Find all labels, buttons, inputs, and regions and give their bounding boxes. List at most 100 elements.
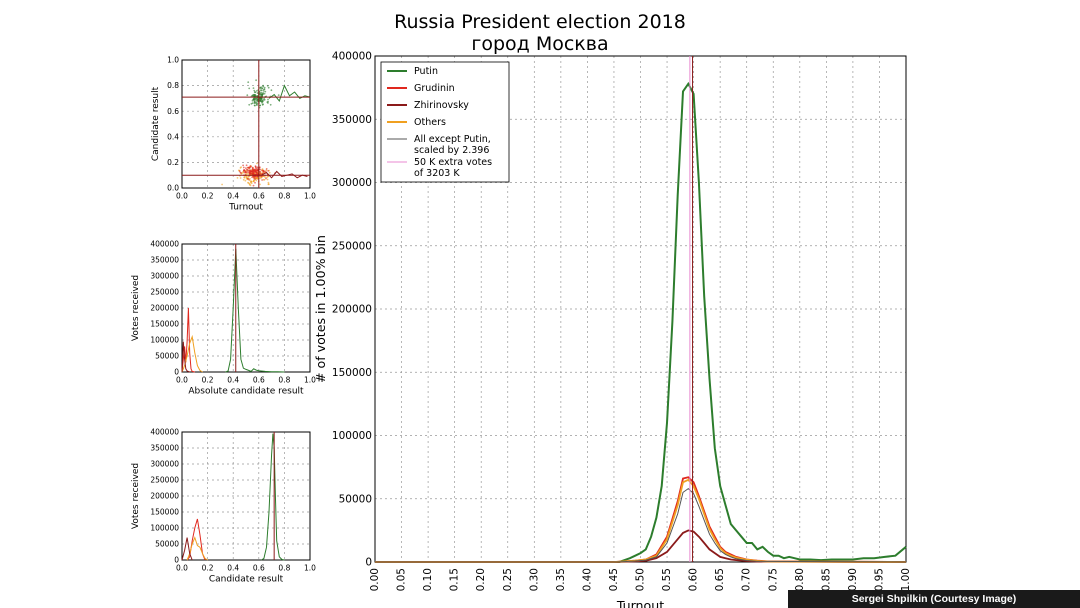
scatter-point: [267, 170, 269, 172]
scatter-point: [259, 104, 261, 107]
y-tick-label: 50000: [339, 493, 372, 505]
scatter-point: [255, 79, 257, 82]
y-tick-label: 200000: [332, 304, 372, 316]
scatter-point: [265, 168, 268, 170]
scatter-point: [254, 171, 256, 174]
scatter-point: [244, 179, 247, 182]
y-axis-label: Votes received: [131, 275, 141, 341]
x-tick-label: 0.6: [253, 376, 265, 385]
scatter-point: [239, 177, 242, 179]
series-line-zhirinovsky: [181, 537, 193, 561]
legend-label: 50 K extra votes: [414, 157, 492, 168]
scatter-point: [251, 176, 254, 179]
scatter-point: [243, 169, 246, 172]
scatter-point: [248, 183, 251, 185]
x-tick-label: 0.2: [202, 564, 214, 573]
x-tick-label: 0.8: [278, 192, 290, 201]
plot-frame: [374, 55, 907, 563]
scatter-point: [244, 170, 247, 173]
scatter-point: [263, 86, 266, 89]
scatter-point: [247, 178, 250, 181]
x-tick-label: 0.00: [369, 568, 381, 591]
scatter-point: [263, 88, 265, 91]
scatter-point: [260, 89, 263, 92]
scatter-point: [264, 90, 267, 93]
x-tick-label: 0.85: [820, 568, 832, 591]
x-tick-label: 0.35: [555, 568, 567, 591]
y-tick-label: 350000: [332, 114, 372, 126]
x-tick-label: 0.70: [741, 568, 753, 591]
x-tick-label: 0.05: [396, 568, 408, 591]
scatter-point: [256, 171, 258, 174]
legend-label: Zhirinovsky: [414, 100, 469, 111]
scatter-point: [267, 100, 269, 103]
x-tick-label: 0.0: [176, 192, 188, 201]
legend-label: scaled by 2.396: [414, 145, 489, 156]
scatter-point: [245, 164, 248, 167]
scatter-point: [268, 183, 270, 186]
x-tick-label: 0.4: [227, 376, 239, 385]
scatter-point: [263, 92, 266, 95]
x-tick-label: 0.8: [278, 376, 290, 385]
scatter-point: [250, 165, 253, 168]
scatter-point: [259, 183, 261, 186]
candidate-result-panel: 0.0 0.2 0.4 0.6 0.8 1.0 0 50000 100000 150000 2000…: [131, 428, 316, 585]
scatter-point: [262, 178, 265, 181]
scatter-point: [248, 103, 251, 106]
y-tick-label: 150000: [150, 508, 179, 517]
scatter-point: [253, 91, 256, 94]
x-tick-label: 1.0: [304, 564, 316, 573]
x-tick-label: 1.00: [900, 568, 912, 591]
y-tick-label: 250000: [150, 476, 179, 485]
y-tick-label: 0.6: [167, 107, 179, 116]
scatter-point: [252, 167, 254, 170]
scatter-point: [265, 177, 267, 180]
scatter-point: [277, 94, 280, 96]
x-tick-label: 0.0: [176, 376, 188, 385]
x-tick-label: 0.80: [794, 568, 806, 591]
scatter-point: [267, 86, 270, 89]
scatter-point: [250, 102, 253, 105]
credit-label: Sergei Shpilkin (Courtesy Image): [788, 590, 1080, 608]
scatter-point: [252, 184, 255, 187]
scatter-point: [253, 102, 256, 104]
y-tick-label: 50000: [155, 540, 179, 549]
scatter-point: [267, 102, 269, 104]
scatter-point: [270, 89, 273, 92]
y-tick-label: 300000: [150, 272, 179, 281]
series-line-putin: [225, 248, 285, 373]
legend-label: Putin: [414, 66, 438, 77]
scatter-point: [256, 90, 258, 92]
y-tick-label: 250000: [332, 240, 372, 252]
scatter-point: [242, 166, 245, 169]
scatter-point: [259, 87, 262, 89]
chart-title: Russia President election 2018: [394, 11, 686, 33]
y-tick-label: 300000: [150, 460, 179, 469]
x-tick-label: 0.45: [608, 568, 620, 591]
scatter-point: [251, 94, 254, 97]
y-tick-label: 400000: [150, 240, 179, 249]
x-tick-label: 0.6: [253, 564, 265, 573]
scatter-point: [261, 94, 263, 96]
scatter-point: [262, 92, 264, 94]
x-tick-label: 0.4: [227, 564, 239, 573]
x-axis-label: Turnout: [228, 203, 263, 213]
scatter-point: [238, 170, 241, 173]
y-tick-label: 0: [365, 557, 372, 569]
plot-frame: [181, 431, 311, 561]
scatter-point: [253, 99, 255, 101]
y-tick-label: 350000: [150, 256, 179, 265]
scatter-point: [261, 179, 263, 181]
scatter-point: [246, 172, 249, 175]
scatter-point: [254, 104, 256, 107]
scatter-point: [246, 94, 249, 97]
scatter-point: [259, 177, 261, 180]
scatter-point: [256, 167, 258, 170]
scatter-point: [248, 166, 251, 169]
x-tick-label: 0.25: [502, 568, 514, 591]
legend-label: All except Putin,: [414, 134, 491, 145]
scatter-point: [246, 166, 249, 169]
x-tick-label: 0.2: [202, 376, 214, 385]
scatter-point: [249, 171, 251, 174]
scatter-point: [248, 87, 251, 90]
